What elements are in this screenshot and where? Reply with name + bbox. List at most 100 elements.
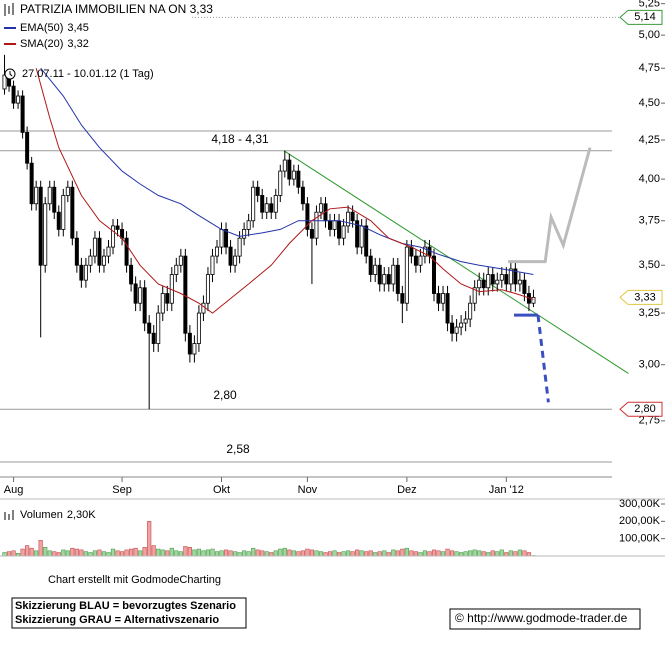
- candle-body: [124, 237, 129, 266]
- volume-bar: [138, 550, 143, 557]
- candle-body: [196, 312, 201, 344]
- candle-body: [205, 274, 210, 304]
- volume-bar: [282, 547, 287, 557]
- volume-bar: [228, 550, 233, 557]
- volume-bar: [436, 550, 441, 557]
- volume-bar: [101, 551, 107, 557]
- volume-bar: [382, 550, 387, 557]
- candle-body: [237, 237, 242, 257]
- scenario: [508, 147, 592, 264]
- x-tick-label: Aug: [4, 484, 24, 496]
- volume-bar: [83, 551, 88, 557]
- candle-body: [504, 274, 509, 285]
- volume-bar: [88, 552, 93, 557]
- candle-body: [192, 343, 197, 355]
- candle-body: [309, 229, 314, 239]
- volume-bar: [368, 550, 373, 557]
- legend-value: 3,32: [67, 38, 88, 50]
- candle-body: [513, 268, 518, 285]
- volume-bar: [47, 550, 52, 557]
- volume-bar: [205, 549, 211, 557]
- volume-bar: [499, 549, 504, 557]
- candle-body: [499, 274, 504, 281]
- volume-bar: [269, 552, 274, 557]
- candle-body: [174, 264, 179, 275]
- volume-bar: [110, 548, 116, 557]
- x-tick-label: Okt: [213, 484, 230, 496]
- candle-body: [219, 229, 224, 248]
- price-box: [619, 401, 663, 417]
- candle-body: [459, 322, 464, 328]
- volume-bar: [300, 550, 305, 557]
- candle-body: [210, 255, 215, 275]
- candle-body: [373, 264, 378, 275]
- candle-body: [165, 293, 170, 304]
- candle-body: [74, 237, 79, 266]
- candle-body: [160, 293, 165, 314]
- candle-body: [328, 220, 333, 230]
- volume-bar: [395, 550, 400, 557]
- candle-body: [282, 159, 287, 172]
- y-tick-label: 3,00: [639, 359, 660, 371]
- candle-body: [441, 293, 446, 304]
- candle-body: [25, 132, 30, 164]
- candle-body: [47, 186, 52, 205]
- volume-tick-label: 200,00K: [619, 515, 661, 527]
- volume-bar: [260, 550, 265, 557]
- candle-body: [454, 326, 459, 334]
- volume-bar: [386, 552, 391, 557]
- candle-body: [11, 85, 16, 104]
- volume-bar: [38, 540, 43, 557]
- candle-body: [495, 279, 500, 285]
- price-box: [619, 289, 663, 305]
- volume-bar: [201, 550, 206, 557]
- legend-value: 3,45: [67, 22, 88, 34]
- volume-bar: [255, 549, 260, 557]
- candle-body: [400, 293, 405, 304]
- volume-bar: [119, 551, 125, 557]
- volume-bar: [345, 550, 351, 557]
- price-label: 5,14: [634, 11, 655, 23]
- candle-body: [88, 255, 93, 266]
- candle-body: [70, 186, 75, 239]
- candle-body: [20, 95, 25, 133]
- candle-body: [350, 211, 355, 222]
- candle-body: [341, 225, 346, 239]
- candle-body: [472, 287, 477, 304]
- volume-bar: [25, 545, 30, 557]
- candle-body: [138, 287, 143, 304]
- x-tick-label: Jan '12: [489, 484, 524, 496]
- volume-bar: [56, 552, 61, 557]
- candle-body: [377, 264, 382, 285]
- volume-bar: [373, 552, 378, 557]
- candle-body: [83, 264, 88, 281]
- volume-bar: [97, 549, 102, 557]
- volume-bar: [332, 550, 337, 557]
- volume-bar: [192, 549, 197, 557]
- candle-body: [413, 255, 418, 266]
- candle-body: [269, 203, 274, 213]
- candle-body: [29, 162, 34, 205]
- x-tick-label: Dez: [397, 484, 417, 496]
- volume-bar: [242, 550, 247, 557]
- volume-tick-label: 100,00K: [619, 533, 661, 545]
- candle-body: [418, 255, 423, 266]
- source-box: [449, 608, 641, 630]
- volume-bar: [79, 549, 84, 557]
- volume-bar: [526, 552, 532, 557]
- volume-bar: [355, 549, 360, 557]
- volume-bar: [431, 549, 437, 557]
- candle-body: [278, 170, 283, 196]
- candle-body: [386, 274, 391, 285]
- candle-body: [291, 170, 296, 180]
- volume-bar: [463, 551, 468, 557]
- volume-bar: [147, 521, 152, 557]
- candle-body: [409, 246, 414, 257]
- scenario: [536, 314, 550, 403]
- y-tick-label: 5,00: [639, 29, 660, 41]
- volume-bar: [187, 547, 192, 557]
- volume-bar: [169, 547, 174, 557]
- candle-body: [38, 186, 43, 266]
- candle-body: [300, 186, 305, 205]
- candle-body: [531, 296, 536, 304]
